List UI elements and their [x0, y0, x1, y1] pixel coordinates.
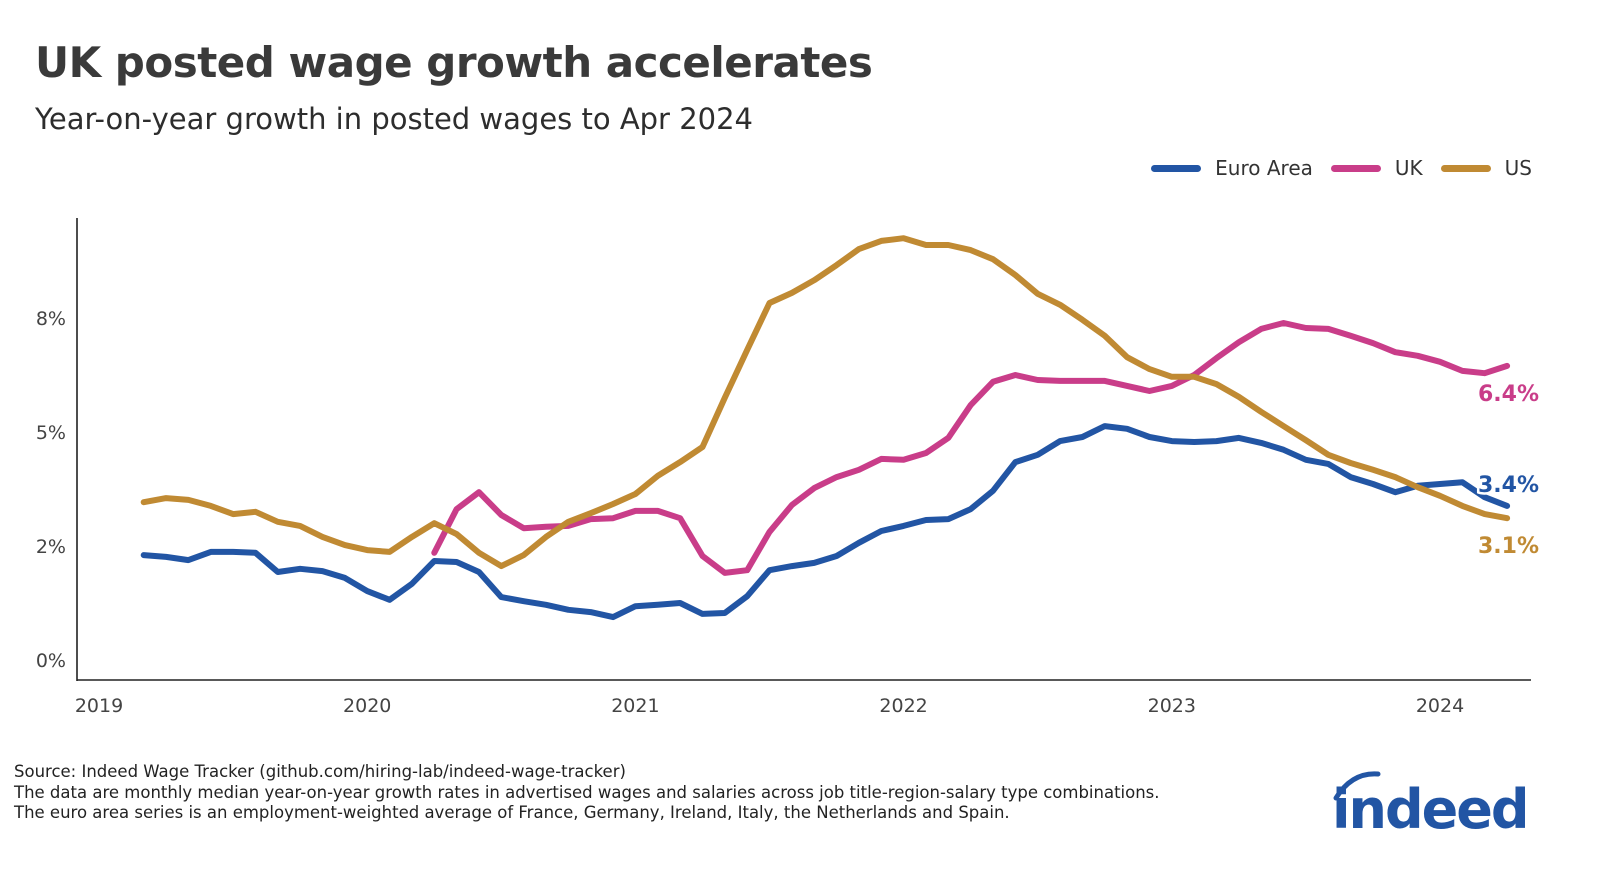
legend: Euro Area UK US — [1133, 156, 1532, 180]
y-tick-label: 5% — [36, 422, 66, 444]
y-tick-label: 0% — [36, 650, 66, 672]
note-line: The data are monthly median year-on-year… — [14, 782, 1160, 802]
chart-subtitle: Year-on-year growth in posted wages to A… — [35, 102, 754, 136]
end-label-uk: 6.4% — [1478, 382, 1539, 407]
x-tick-label: 2021 — [611, 695, 659, 717]
legend-swatch — [1330, 164, 1381, 172]
source-notes: Source: Indeed Wage Tracker (github.com/… — [14, 762, 1160, 824]
note-line: The euro area series is an employment-we… — [14, 803, 1010, 822]
legend-swatch — [1151, 164, 1202, 172]
x-tick-label: 2023 — [1148, 695, 1196, 717]
end-label-euro-area: 3.4% — [1478, 473, 1539, 498]
series-line-euro-area — [140, 423, 1511, 621]
legend-label: UK — [1394, 156, 1423, 180]
x-tick-label: 2024 — [1416, 695, 1464, 717]
legend-item-uk: UK — [1330, 156, 1423, 180]
x-tick-label: 2022 — [879, 695, 927, 717]
legend-item-us: US — [1440, 156, 1532, 180]
axes: 0% 2% 5% 8% 2019 2020 2021 2022 2023 2024 — [36, 218, 1531, 717]
series-line-uk — [431, 320, 1511, 576]
series-lines — [140, 235, 1511, 621]
x-tick-label: 2019 — [75, 695, 123, 717]
x-tick-label: 2020 — [343, 695, 391, 717]
chart-title: UK posted wage growth accelerates — [35, 38, 873, 87]
legend-label: US — [1504, 156, 1532, 180]
indeed-logo: indeed — [1332, 771, 1530, 838]
end-labels: 3.4% 6.4% 3.1% — [1475, 379, 1541, 561]
svg-text:indeed: indeed — [1332, 778, 1528, 838]
legend-swatch — [1440, 164, 1491, 172]
series-line-us — [140, 235, 1511, 570]
y-tick-label: 8% — [36, 308, 66, 330]
source-line: Source: Indeed Wage Tracker (github.com/… — [14, 762, 626, 781]
legend-label: Euro Area — [1215, 156, 1313, 180]
end-label-us: 3.1% — [1478, 534, 1539, 559]
legend-item-euro-area: Euro Area — [1151, 156, 1313, 180]
y-tick-label: 2% — [36, 536, 66, 558]
